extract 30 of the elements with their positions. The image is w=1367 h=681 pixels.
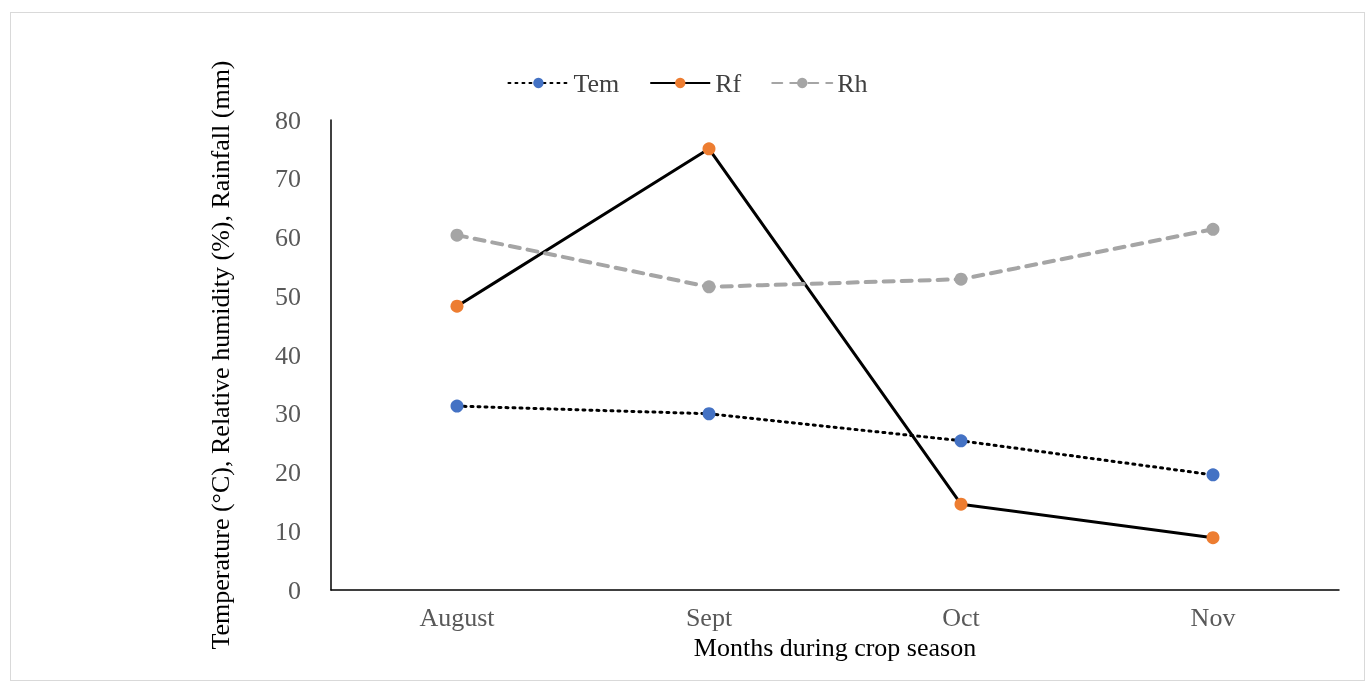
point	[1206, 531, 1220, 545]
x-axis-title: Months during crop season	[693, 633, 977, 663]
legend-label: Rh	[837, 68, 868, 98]
point	[954, 434, 968, 448]
y-tick-label: 30	[275, 399, 301, 429]
point	[954, 272, 968, 286]
x-tick-label: August	[419, 602, 496, 632]
x-tick-label: Sept	[685, 602, 733, 632]
point	[702, 142, 716, 156]
point	[450, 228, 464, 242]
y-tick-label: 60	[275, 223, 301, 252]
point	[702, 280, 716, 294]
point	[1206, 468, 1220, 482]
y-tick-label: 0	[288, 575, 301, 605]
x-tick-label: Oct	[942, 602, 981, 632]
y-tick-label: 20	[275, 458, 301, 487]
x-tick-label: Nov	[1190, 602, 1236, 632]
y-tick-label: 10	[275, 516, 301, 546]
y-axis-title: Temperature (°C), Relative humidity (%), Rainfall (mm)	[205, 60, 235, 650]
y-tick-label: 40	[275, 340, 301, 370]
y-tick-label: 50	[275, 281, 301, 311]
point	[450, 299, 464, 313]
y-tick-label: 80	[275, 105, 301, 135]
point	[1206, 222, 1220, 236]
y-tick-label: 70	[275, 164, 301, 194]
legend-label: Tem	[573, 68, 620, 98]
point	[450, 399, 464, 413]
point	[954, 497, 968, 511]
point	[702, 407, 716, 421]
legend-label: Rf	[715, 68, 742, 98]
